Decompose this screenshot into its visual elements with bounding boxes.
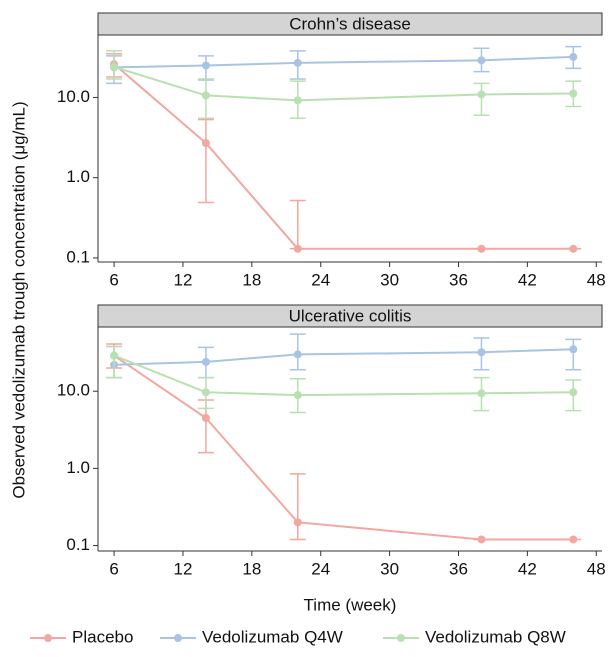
- x-axis-label: Time (week): [304, 595, 397, 614]
- data-point: [293, 58, 302, 67]
- data-point: [293, 518, 302, 527]
- series-line: [113, 354, 574, 397]
- series-line: [113, 63, 574, 250]
- data-point: [477, 389, 486, 398]
- legend-label: Vedolizumab Q4W: [202, 627, 343, 646]
- legend-marker: [174, 634, 182, 642]
- data-point: [110, 62, 119, 71]
- y-tick-label: 1.0: [66, 458, 90, 477]
- data-point: [477, 56, 486, 65]
- data-point: [569, 535, 578, 544]
- x-tick-label: 18: [242, 559, 261, 578]
- x-tick-label: 36: [449, 559, 468, 578]
- data-point: [201, 91, 210, 100]
- series-line: [113, 65, 574, 102]
- data-point: [569, 89, 578, 98]
- panel-strip: [97, 304, 603, 328]
- x-tick-label: 12: [173, 559, 192, 578]
- y-axis-label: Observed vedolizumab trough concentratio…: [9, 101, 28, 498]
- error-bar: [289, 473, 306, 541]
- data-point: [569, 388, 578, 397]
- error-bar: [197, 118, 214, 204]
- panel-strip: [97, 12, 603, 36]
- x-tick-label: 24: [311, 270, 330, 289]
- data-point: [477, 90, 486, 99]
- y-tick-label: 0.1: [66, 535, 90, 554]
- y-tick-label: 1.0: [66, 167, 90, 186]
- error-bar: [106, 345, 123, 379]
- data-point: [201, 357, 210, 366]
- data-point: [110, 351, 119, 360]
- x-tick-label: 30: [380, 559, 399, 578]
- data-point: [569, 345, 578, 354]
- data-point: [477, 535, 486, 544]
- data-point: [201, 139, 210, 148]
- data-point: [293, 350, 302, 359]
- data-point: [477, 348, 486, 357]
- data-point: [201, 61, 210, 70]
- x-tick-label: 6: [109, 270, 118, 289]
- data-point: [293, 96, 302, 105]
- x-tick-label: 48: [587, 270, 606, 289]
- data-point: [477, 244, 486, 253]
- x-tick-label: 48: [587, 559, 606, 578]
- x-tick-label: 24: [311, 559, 330, 578]
- legend-label: Placebo: [72, 627, 133, 646]
- data-point: [569, 244, 578, 253]
- x-tick-label: 42: [518, 559, 537, 578]
- legend-marker: [397, 634, 405, 642]
- error-bar: [565, 338, 582, 371]
- series-line: [114, 55, 574, 69]
- error-bar: [473, 82, 490, 116]
- x-tick-label: 36: [449, 270, 468, 289]
- x-tick-label: 6: [109, 559, 118, 578]
- x-tick-label: 42: [518, 270, 537, 289]
- legend-marker: [44, 634, 52, 642]
- legend-label: Vedolizumab Q8W: [425, 627, 566, 646]
- data-point: [293, 244, 302, 253]
- series-line: [114, 348, 574, 366]
- data-point: [569, 52, 578, 61]
- x-tick-label: 30: [380, 270, 399, 289]
- panel-title: Ulcerative colitis: [289, 306, 412, 325]
- x-tick-label: 18: [242, 270, 261, 289]
- y-tick-label: 10.0: [57, 87, 90, 106]
- data-point: [293, 391, 302, 400]
- y-tick-label: 10.0: [57, 381, 90, 400]
- x-tick-label: 12: [173, 270, 192, 289]
- panel-title: Crohn’s disease: [289, 14, 411, 33]
- y-tick-label: 0.1: [66, 247, 90, 266]
- data-point: [201, 388, 210, 397]
- data-point: [201, 413, 210, 422]
